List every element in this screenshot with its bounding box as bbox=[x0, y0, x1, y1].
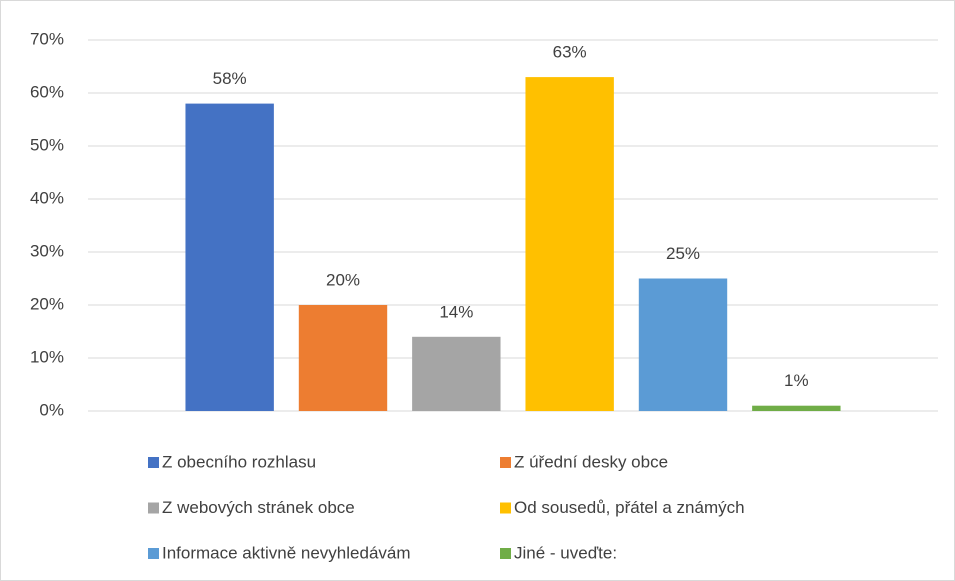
legend-label: Jiné - uveďte: bbox=[514, 543, 617, 562]
y-tick-label: 50% bbox=[30, 135, 64, 154]
bar bbox=[752, 405, 841, 411]
legend-swatch bbox=[148, 502, 159, 514]
legend-swatch bbox=[500, 457, 511, 468]
legend-label: Informace aktivně nevyhledávám bbox=[162, 543, 411, 562]
y-tick-label: 70% bbox=[30, 29, 64, 48]
legend-swatch bbox=[500, 502, 511, 514]
bar bbox=[185, 103, 274, 411]
legend-swatch bbox=[500, 548, 511, 559]
data-label: 58% bbox=[213, 69, 247, 88]
data-label: 20% bbox=[326, 270, 360, 289]
y-tick-label: 40% bbox=[30, 188, 64, 207]
bar bbox=[638, 278, 728, 411]
y-tick-label: 20% bbox=[30, 294, 64, 313]
y-tick-label: 60% bbox=[30, 82, 64, 101]
data-label: 25% bbox=[666, 244, 700, 263]
legend-label: Od sousedů, přátel a známých bbox=[514, 498, 745, 517]
legend-label: Z obecního rozhlasu bbox=[162, 452, 316, 471]
legend-swatch bbox=[148, 548, 159, 559]
data-label: 1% bbox=[784, 371, 809, 390]
data-label: 14% bbox=[439, 302, 473, 321]
data-label: 63% bbox=[553, 43, 587, 62]
bar bbox=[412, 336, 501, 411]
legend-swatch bbox=[148, 457, 159, 468]
bar bbox=[525, 77, 614, 411]
y-tick-label: 30% bbox=[30, 241, 64, 260]
bar bbox=[298, 305, 388, 411]
y-tick-label: 10% bbox=[30, 347, 64, 366]
legend-label: Z úřední desky obce bbox=[514, 452, 668, 471]
legend-label: Z webových stránek obce bbox=[162, 498, 355, 517]
y-tick-label: 0% bbox=[39, 400, 64, 419]
